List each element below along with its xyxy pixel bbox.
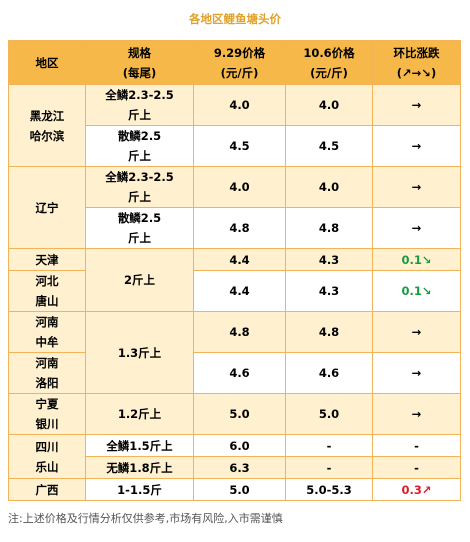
trend-cell: →	[372, 166, 461, 208]
header-row: 地区 规格 (每尾) 9.29价格 (元/斤) 10.6价格 (元/斤) 环比涨跌 (↗…	[8, 40, 461, 85]
region-cell: 宁夏 银川	[8, 393, 86, 435]
region-cell: 辽宁	[8, 166, 86, 249]
price-1-cell: 4.8	[193, 207, 286, 249]
table-row: 辽宁 全鳞2.3-2.5 斤上 4.0 4.0 →	[8, 166, 461, 249]
table-row: 河南 中牟 1.3斤上 4.8 4.8 →	[8, 311, 461, 394]
price-1-cell: 4.4	[193, 248, 286, 271]
price-1-cell: 4.4	[193, 270, 286, 312]
table-row: 河北 唐山 4.4 4.3 0.1↘	[8, 270, 461, 312]
trend-cell: 0.1↘	[372, 248, 461, 271]
trend-cell: →	[372, 393, 461, 435]
header-price-2: 10.6价格 (元/斤)	[285, 40, 373, 85]
price-2-cell: 4.0	[285, 166, 373, 208]
price-1-cell: 6.3	[193, 456, 286, 479]
spec-cell: 无鳞1.8斤上	[85, 456, 194, 479]
spec-cell: 1.3斤上	[85, 311, 194, 394]
table-row: 散鳞2.5 斤上 4.8 4.8 →	[9, 207, 461, 249]
table-title: 各地区鲤鱼塘头价	[189, 12, 281, 26]
trend-cell: →	[372, 84, 461, 126]
region-cell: 河南 洛阳	[8, 352, 86, 394]
price-2-cell: 5.0	[285, 393, 373, 435]
price-1-cell: 4.6	[193, 352, 286, 394]
trend-cell: -	[372, 456, 461, 479]
price-2-cell: 4.5	[285, 125, 373, 167]
price-2-cell: 4.8	[285, 311, 373, 353]
price-1-cell: 4.8	[193, 311, 286, 353]
table-row: 广西 1-1.5斤 5.0 5.0-5.3 0.3↗	[8, 478, 461, 501]
price-2-cell: 4.8	[285, 207, 373, 249]
table-row: 宁夏 银川 1.2斤上 5.0 5.0 →	[8, 393, 461, 435]
price-2-cell: -	[285, 434, 373, 457]
spec-cell: 散鳞2.5 斤上	[85, 125, 194, 167]
price-2-cell: 4.0	[285, 84, 373, 126]
disclaimer-note: 注:上述价格及行情分析仅供参考,市场有风险,入市需谨慎	[8, 512, 283, 525]
header-spec: 规格 (每尾)	[85, 40, 194, 85]
price-1-cell: 6.0	[193, 434, 286, 457]
region-cell: 黑龙江 哈尔滨	[8, 84, 86, 167]
price-2-cell: 5.0-5.3	[285, 478, 373, 501]
trend-cell: 0.3↗	[372, 478, 461, 501]
spec-cell: 散鳞2.5 斤上	[85, 207, 194, 249]
table-row: 天津 2斤上 4.4 4.3 0.1↘	[8, 248, 461, 312]
price-2-cell: 4.3	[285, 270, 373, 312]
spec-cell: 1.2斤上	[85, 393, 194, 435]
price-1-cell: 4.0	[193, 84, 286, 126]
header-price-1: 9.29价格 (元/斤)	[193, 40, 286, 85]
region-cell: 广西	[8, 478, 86, 501]
price-1-cell: 4.0	[193, 166, 286, 208]
table-row: 河南 洛阳 4.6 4.6 →	[8, 352, 461, 394]
price-2-cell: 4.6	[285, 352, 373, 394]
region-cell: 河南 中牟	[8, 311, 86, 353]
price-1-cell: 5.0	[193, 478, 286, 501]
trend-cell: →	[372, 311, 461, 353]
spec-cell: 1-1.5斤	[85, 478, 194, 501]
trend-cell: →	[372, 352, 461, 394]
region-cell: 河北 唐山	[8, 270, 86, 312]
header-trend: 环比涨跌 (↗→↘)	[372, 40, 461, 85]
spec-cell: 2斤上	[85, 248, 194, 312]
table-row: 黑龙江 哈尔滨 全鳞2.3-2.5 斤上 4.0 4.0 →	[8, 84, 461, 167]
price-2-cell: -	[285, 456, 373, 479]
spec-cell: 全鳞1.5斤上	[85, 434, 194, 457]
spec-cell: 全鳞2.3-2.5 斤上	[85, 84, 194, 126]
region-cell: 天津	[8, 248, 86, 271]
trend-cell: →	[372, 207, 461, 249]
table-row: 无鳞1.8斤上 6.3 - -	[9, 456, 461, 479]
table-row: 四川 乐山 全鳞1.5斤上 6.0 - -	[8, 434, 461, 479]
region-cell: 四川 乐山	[8, 434, 86, 479]
header-region: 地区	[8, 40, 86, 85]
price-1-cell: 5.0	[193, 393, 286, 435]
price-table: 地区 规格 (每尾) 9.29价格 (元/斤) 10.6价格 (元/斤) 环比涨跌 (↗…	[8, 40, 461, 501]
price-2-cell: 4.3	[285, 248, 373, 271]
price-1-cell: 4.5	[193, 125, 286, 167]
trend-cell: 0.1↘	[372, 270, 461, 312]
trend-cell: -	[372, 434, 461, 457]
trend-cell: →	[372, 125, 461, 167]
spec-cell: 全鳞2.3-2.5 斤上	[85, 166, 194, 208]
table-row: 散鳞2.5 斤上 4.5 4.5 →	[9, 125, 461, 167]
